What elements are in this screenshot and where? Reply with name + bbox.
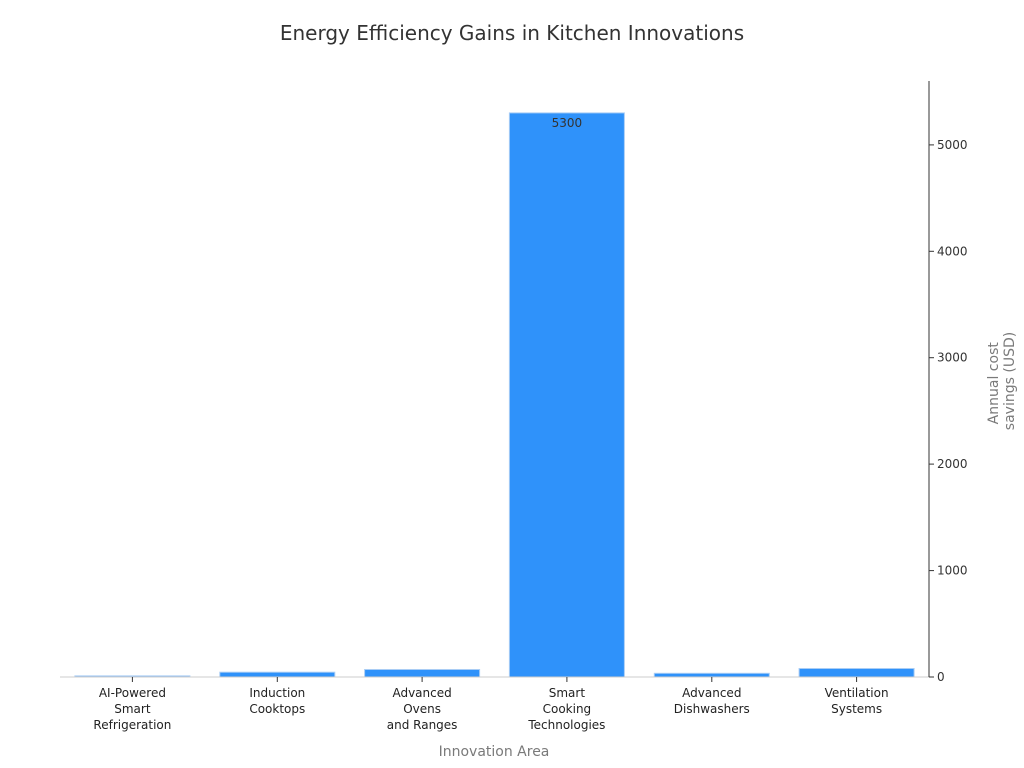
x-axis-ticks: AI-Powered Smart Refrigeration Induction Coo… [93,677,889,732]
x-tick-label-4: Advanced Dishwashers [674,686,750,716]
bar-4 [653,672,770,678]
y-tick-label-3: 3000 [937,351,968,365]
x-tick-label-1: Induction Cooktops [249,686,305,716]
x-tick-label-5: Ventilation Systems [825,686,889,716]
y-axis-title: Annual cost savings (USD) [986,332,1018,430]
x-tick-label-3: Smart Cooking Technologies [527,686,605,732]
bar-3 [508,112,625,678]
x-tick-label-2: Advanced Ovens and Ranges [387,686,458,732]
bars-layer [74,112,915,678]
y-tick-label-5: 5000 [937,138,968,152]
data-labels-layer: 5300 [552,116,583,130]
y-axis-ticks: 0 1000 2000 3000 4000 5000 [929,138,968,684]
bar-1 [219,671,336,678]
y-tick-label-2: 2000 [937,457,968,471]
bar-2 [364,669,481,678]
y-tick-label-0: 0 [937,670,945,684]
x-axis-title: Innovation Area [439,744,550,760]
chart-title: Energy Efficiency Gains in Kitchen Innov… [280,21,744,45]
data-label-3: 5300 [552,116,583,130]
bar-5 [798,668,915,678]
y-tick-label-4: 4000 [937,244,968,258]
y-tick-label-1: 1000 [937,564,968,578]
x-tick-label-0: AI-Powered Smart Refrigeration [93,686,171,732]
